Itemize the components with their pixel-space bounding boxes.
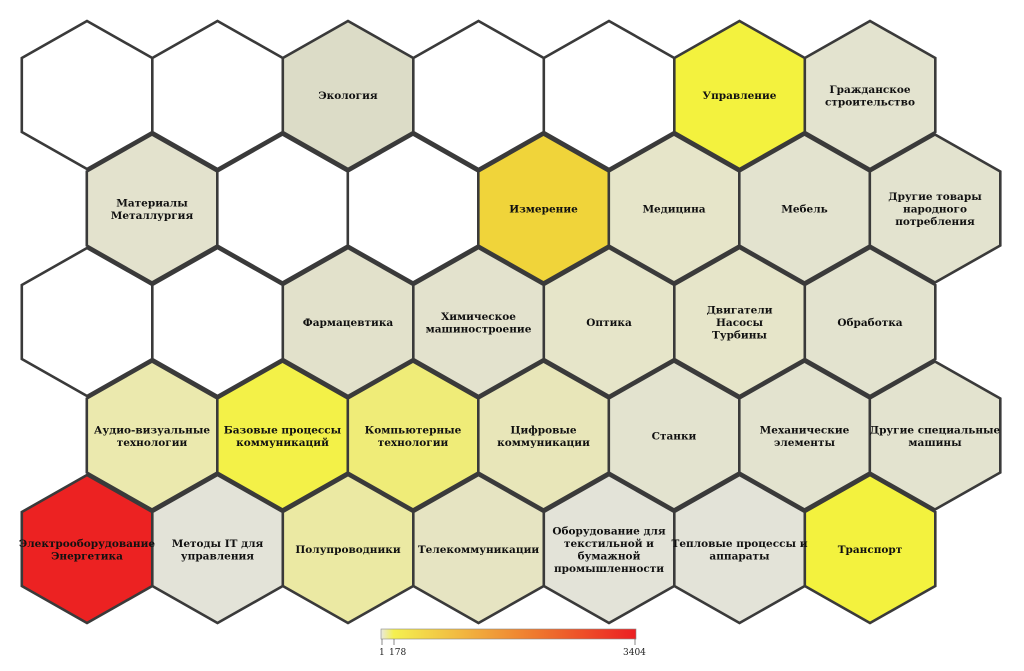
hex-label-line: народного bbox=[903, 204, 967, 216]
hex-label: Аудио-визуальные технологии bbox=[94, 424, 210, 449]
hex-label-line: Станки bbox=[652, 431, 697, 443]
hex-label-line: Фармацевтика bbox=[303, 317, 394, 329]
hex-label: Измерение bbox=[509, 204, 578, 216]
hex-label-line: Цифровые bbox=[510, 424, 577, 436]
hex-label-line: Аудио-визуальные bbox=[94, 424, 210, 436]
hex-label: Методы IT для управления bbox=[172, 538, 264, 563]
hex-cell bbox=[868, 360, 1002, 511]
hex-label-line: технологии bbox=[378, 437, 449, 449]
hex-cell bbox=[868, 133, 1002, 284]
hex-label-line: Транспорт bbox=[838, 544, 903, 556]
hex-label: Мебель bbox=[781, 204, 828, 216]
hex-label-line: Гражданское bbox=[829, 84, 910, 96]
hex-label: Фармацевтика bbox=[303, 317, 394, 329]
hex-label: Тепловые процессы и аппараты bbox=[672, 538, 808, 563]
hex-label-line: Турбины bbox=[712, 330, 767, 342]
hex-label-line: аппараты bbox=[709, 550, 770, 562]
hex-cell bbox=[803, 19, 937, 171]
hex-label-line: потребления bbox=[895, 216, 975, 228]
hex-label: Телекоммуникации bbox=[418, 544, 540, 556]
hex-label-line: машиностроение bbox=[426, 323, 532, 335]
hex-label-line: промышленности bbox=[554, 563, 664, 575]
hex-label-line: текстильной и bbox=[564, 538, 654, 550]
hex-label: Медицина bbox=[642, 204, 705, 216]
hex-label-line: управления bbox=[181, 550, 254, 562]
hex-label-line: Механические bbox=[760, 424, 850, 436]
hex-label-line: Оборудование для bbox=[552, 525, 666, 537]
hex-label-line: Оптика bbox=[586, 317, 632, 329]
hex-label: Полупроводники bbox=[295, 544, 400, 556]
hex-label-line: Базовые процессы bbox=[224, 424, 342, 436]
hex-label-line: коммуникаций bbox=[236, 437, 329, 449]
color-legend: 1 178 3404 bbox=[379, 628, 646, 658]
hex-label-line: Измерение bbox=[509, 204, 578, 216]
hex-cells bbox=[20, 19, 1002, 625]
hex-label: Механические элементы bbox=[760, 424, 850, 449]
hex-label-line: Полупроводники bbox=[295, 544, 400, 556]
hex-label: Химическое машиностроение bbox=[426, 311, 532, 336]
hex-label-line: Другие специальные bbox=[870, 424, 1001, 436]
hex-label: Материалы Металлургия bbox=[111, 197, 194, 222]
hex-label: Управление bbox=[703, 90, 777, 102]
hex-label: Транспорт bbox=[838, 544, 903, 556]
hex-label: Оборудование для текстильной и бумажной про… bbox=[552, 525, 666, 575]
hex-label-line: Компьютерные bbox=[365, 424, 462, 436]
hex-label: Обработка bbox=[837, 317, 902, 329]
hex-label: Электрооборудование Энергетика bbox=[19, 538, 156, 563]
hex-label-line: Обработка bbox=[837, 317, 902, 329]
hex-label: Базовые процессы коммуникаций bbox=[224, 424, 342, 449]
hex-labels: Экология Управление Гражданское строительст… bbox=[19, 84, 1001, 575]
hex-label-line: Экология bbox=[318, 90, 378, 102]
hex-label: Компьютерные технологии bbox=[365, 424, 462, 449]
hex-label-line: элементы bbox=[774, 437, 835, 449]
hex-label-line: Энергетика bbox=[51, 550, 123, 562]
hex-label-line: Металлургия bbox=[111, 210, 194, 222]
hex-label: Двигатели Насосы Турбины bbox=[706, 305, 772, 342]
hex-label: Оптика bbox=[586, 317, 632, 329]
hex-label-line: Методы IT для bbox=[172, 538, 264, 550]
hex-label-line: Другие товары bbox=[888, 191, 982, 203]
hex-label-line: коммуникации bbox=[497, 437, 590, 449]
legend-bar bbox=[380, 628, 637, 640]
hex-label: Другие товары народного потребления bbox=[888, 191, 982, 228]
hex-label-line: Двигатели bbox=[706, 305, 772, 317]
hex-label-line: строительство bbox=[825, 96, 915, 108]
hex-label-line: Насосы bbox=[716, 317, 764, 329]
hex-label: Цифровые коммуникации bbox=[497, 424, 590, 449]
hex-label-line: технологии bbox=[117, 437, 188, 449]
legend-max-label: 3404 bbox=[623, 648, 646, 658]
hex-label: Гражданское строительство bbox=[825, 84, 915, 109]
hex-label-line: Телекоммуникации bbox=[418, 544, 540, 556]
hex-label-line: Химическое bbox=[441, 311, 516, 323]
hex-label-line: Электрооборудование bbox=[19, 538, 156, 550]
hex-label-line: машины bbox=[908, 437, 962, 449]
hex-label: Станки bbox=[652, 431, 697, 443]
hex-label: Экология bbox=[318, 90, 378, 102]
hex-label: Другие специальные машины bbox=[870, 424, 1001, 449]
hex-cell bbox=[803, 473, 937, 625]
hex-label-line: Управление bbox=[703, 90, 777, 102]
hex-label-line: Тепловые процессы и bbox=[672, 538, 808, 550]
hex-label-line: Медицина bbox=[642, 204, 705, 216]
legend-mid-label: 178 bbox=[389, 648, 406, 658]
hex-label-line: бумажной bbox=[578, 550, 641, 562]
hex-cell bbox=[803, 246, 937, 398]
hex-label-line: Материалы bbox=[116, 197, 188, 209]
hex-label-line: Мебель bbox=[781, 204, 828, 216]
legend-min-label: 1 bbox=[379, 648, 385, 658]
